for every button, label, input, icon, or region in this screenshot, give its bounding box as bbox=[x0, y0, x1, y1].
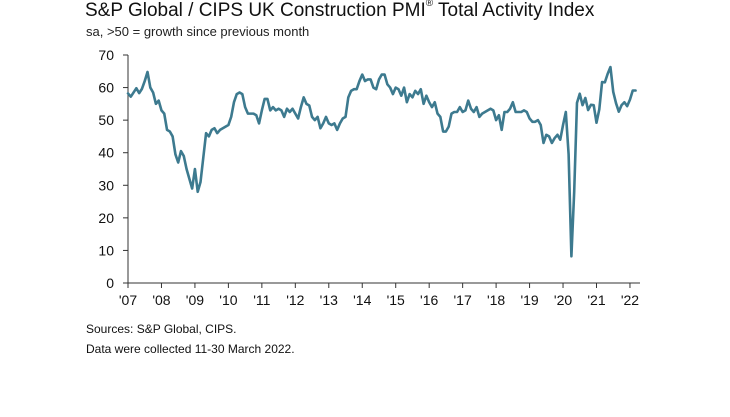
y-tick-label: 40 bbox=[98, 145, 114, 161]
x-tick-label: '19 bbox=[520, 292, 538, 308]
x-tick-label: '11 bbox=[253, 292, 270, 308]
x-tick-label: '21 bbox=[587, 292, 605, 308]
x-tick-label: '07 bbox=[119, 292, 137, 308]
x-tick-label: '08 bbox=[152, 292, 170, 308]
x-tick-label: '09 bbox=[186, 292, 204, 308]
chart-title-suffix: Total Activity Index bbox=[433, 0, 595, 21]
chart-title-main: S&P Global / CIPS UK Construction PMI bbox=[85, 0, 426, 21]
y-tick-label: 0 bbox=[106, 275, 114, 291]
y-axis: 0 10 20 30 40 50 60 70 bbox=[98, 47, 129, 291]
collection-note: Data were collected 11-30 March 2022. bbox=[86, 342, 295, 356]
x-axis: '07 '08 '09 '10 '11 '12 '13 '14 '15 '16 '17 '18 '19 '… bbox=[119, 282, 640, 308]
y-tick-label: 60 bbox=[98, 80, 114, 96]
y-tick-label: 50 bbox=[98, 112, 114, 128]
series-group bbox=[126, 65, 637, 258]
x-tick-label: '17 bbox=[454, 292, 472, 308]
y-tick-label: 30 bbox=[98, 177, 114, 193]
x-tick-label: '12 bbox=[286, 292, 304, 308]
series-line-construction-pmi bbox=[126, 65, 637, 258]
x-tick-label: '13 bbox=[320, 292, 338, 308]
x-tick-label: '15 bbox=[387, 292, 405, 308]
sources-note: Sources: S&P Global, CIPS. bbox=[86, 322, 237, 336]
chart-subtitle: sa, >50 = growth since previous month bbox=[86, 24, 310, 39]
y-tick-label: 70 bbox=[98, 47, 114, 63]
chart-title: S&P Global / CIPS UK Construction PMI® T… bbox=[85, 0, 594, 22]
x-tick-label: '16 bbox=[420, 292, 438, 308]
y-tick-label: 20 bbox=[98, 210, 114, 226]
x-tick-label: '14 bbox=[353, 292, 371, 308]
y-tick-label: 10 bbox=[98, 242, 114, 258]
x-tick-label: '22 bbox=[621, 292, 639, 308]
x-tick-label: '20 bbox=[554, 292, 572, 308]
x-tick-label: '10 bbox=[219, 292, 237, 308]
x-tick-label: '18 bbox=[487, 292, 505, 308]
registered-mark: ® bbox=[425, 0, 434, 9]
